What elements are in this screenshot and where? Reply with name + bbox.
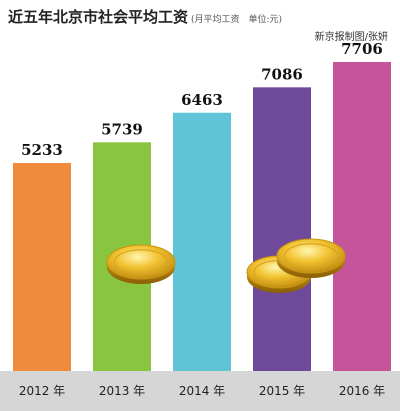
bar-3 — [173, 112, 231, 371]
value-label-1: 5233 — [21, 141, 63, 159]
chart-header: 近五年北京市社会平均工资 (月平均工资 单位:元) — [8, 6, 282, 27]
bar-1 — [13, 163, 71, 371]
value-label-5: 7706 — [341, 40, 383, 58]
category-label-5: 2016 年 — [339, 384, 385, 398]
bar-5 — [333, 62, 391, 371]
bars-group: 5233 2012 年 5739 2013 年 6463 2014 年 7086 2015 年… — [13, 40, 391, 398]
category-label-3: 2014 年 — [179, 384, 225, 398]
category-label-4: 2015 年 — [259, 384, 305, 398]
value-label-4: 7086 — [261, 65, 303, 83]
category-axis-band — [0, 371, 400, 411]
category-label-2: 2013 年 — [99, 384, 145, 398]
gold-coins-icon — [106, 244, 176, 284]
value-label-2: 5739 — [101, 120, 143, 138]
bar-4 — [253, 87, 311, 371]
credit-label: 新京报制图/张妍 — [314, 32, 388, 43]
chart-subtitle: (月平均工资 单位:元) — [191, 15, 283, 25]
gold-coins-icon — [246, 238, 346, 293]
value-label-3: 6463 — [181, 91, 223, 109]
category-label-1: 2012 年 — [19, 384, 65, 398]
chart-title: 近五年北京市社会平均工资 — [8, 8, 189, 26]
